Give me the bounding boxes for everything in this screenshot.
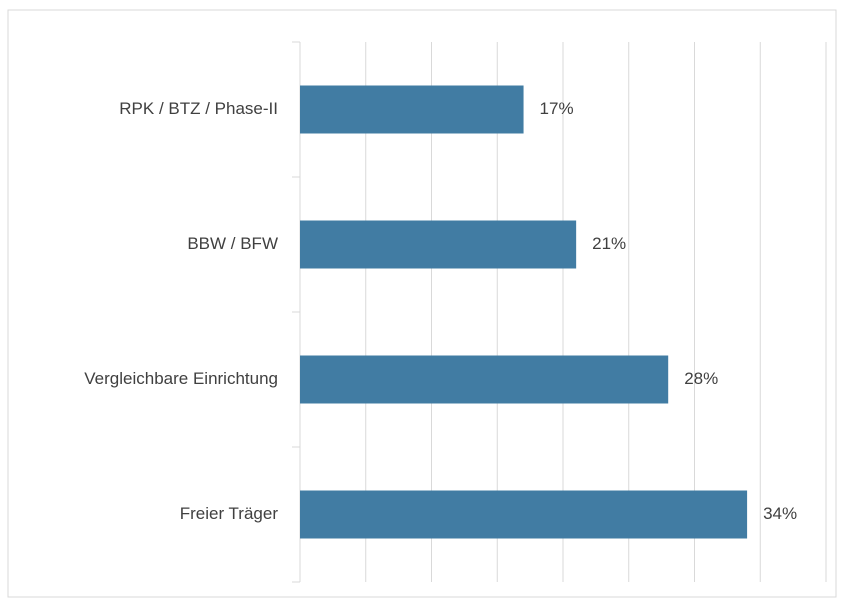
value-label: 21% [592, 234, 626, 253]
value-label: 28% [684, 369, 718, 388]
y-tick-label: Freier Träger [180, 504, 279, 523]
y-tick-label: RPK / BTZ / Phase-II [119, 99, 278, 118]
bar [300, 490, 748, 539]
bar [300, 220, 577, 269]
value-label: 34% [763, 504, 797, 523]
bar [300, 355, 669, 404]
bar [300, 85, 524, 134]
value-label: 17% [540, 99, 574, 118]
y-tick-label: BBW / BFW [187, 234, 278, 253]
y-tick-label: Vergleichbare Einrichtung [84, 369, 278, 388]
